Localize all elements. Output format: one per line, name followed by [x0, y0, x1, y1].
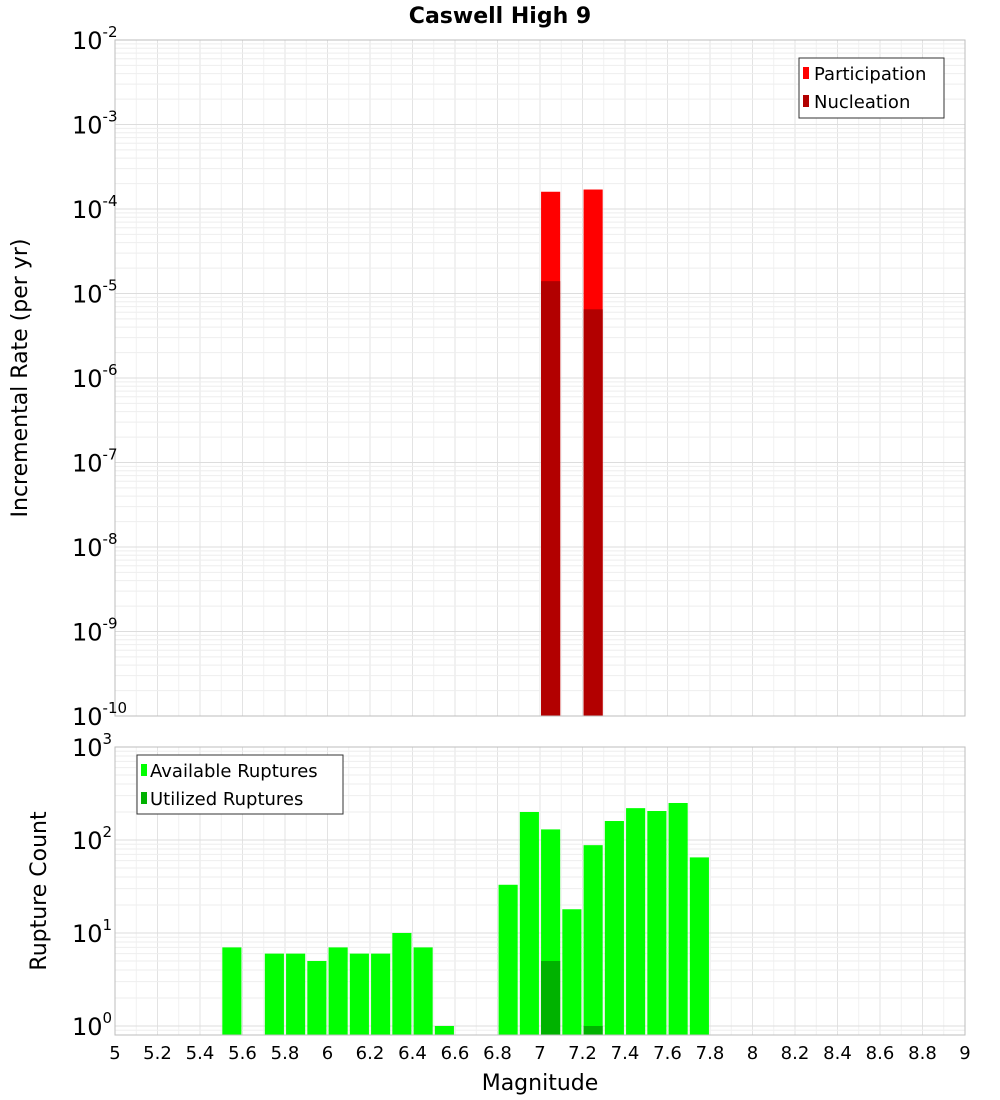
x-tick-label: 6.2 — [356, 1043, 385, 1064]
x-tick-label: 7.2 — [568, 1043, 597, 1064]
bar-available-ruptures — [583, 845, 603, 1035]
x-tick-label: 6.8 — [483, 1043, 512, 1064]
bar-available-ruptures — [498, 884, 518, 1035]
y-tick-label: 10-5 — [72, 277, 118, 309]
bar-available-ruptures — [371, 953, 391, 1035]
bar-available-ruptures — [413, 947, 433, 1035]
top-y-axis-label: Incremental Rate (per yr) — [8, 239, 33, 518]
bar-utilized-ruptures — [541, 960, 561, 1035]
legend-label-utilized: Utilized Ruptures — [150, 789, 303, 810]
legend-swatch-nucleation — [803, 95, 809, 107]
top-plot-frame — [114, 39, 966, 717]
x-tick-label: 5.8 — [271, 1043, 300, 1064]
top-gridlines — [114, 40, 966, 717]
bar-available-ruptures — [392, 932, 412, 1035]
x-tick-label: 7 — [534, 1043, 545, 1064]
legend-label-available: Available Ruptures — [150, 761, 318, 782]
bottom-y-tick-labels: 100 101 102 103 — [72, 730, 112, 1041]
top-legend-box — [798, 57, 945, 119]
legend-label-nucleation: Nucleation — [814, 92, 910, 113]
bar-nucleation — [541, 281, 561, 716]
bar-available-ruptures — [286, 953, 306, 1035]
x-tick-label: 8.2 — [781, 1043, 810, 1064]
x-tick-label: 8 — [747, 1043, 758, 1064]
y-tick-label: 10-6 — [72, 361, 118, 393]
bar-available-ruptures — [647, 811, 667, 1035]
x-tick-label: 5 — [109, 1043, 120, 1064]
legend-swatch-participation — [803, 67, 809, 79]
x-tick-labels: 5 5.2 5.4 5.6 5.8 6 6.2 6.4 6.6 6.8 7 7.2 7.4 7.6 7.8 8… — [109, 1043, 970, 1064]
x-tick-label: 5.4 — [186, 1043, 215, 1064]
x-tick-label: 8.8 — [908, 1043, 937, 1064]
legend-swatch-available — [141, 764, 147, 776]
top-legend: Participation Nucleation — [798, 57, 945, 119]
x-tick-label: 8.6 — [866, 1043, 895, 1064]
x-tick-label: 5.6 — [228, 1043, 257, 1064]
bar-available-ruptures — [519, 812, 539, 1035]
bar-available-ruptures — [689, 857, 709, 1035]
bottom-legend-box — [136, 754, 344, 815]
bar-available-ruptures — [328, 947, 348, 1035]
legend-label-participation: Participation — [814, 64, 926, 85]
bottom-plot-frame — [114, 746, 966, 1036]
y-tick-label: 101 — [72, 916, 112, 948]
x-tick-label: 9 — [959, 1043, 970, 1064]
bottom-bars — [222, 802, 709, 1035]
y-tick-label: 10-8 — [72, 530, 118, 562]
bar-available-ruptures — [626, 808, 646, 1035]
y-tick-label: 100 — [72, 1009, 112, 1041]
y-tick-label: 10-9 — [72, 615, 118, 647]
bar-available-ruptures — [349, 953, 369, 1035]
x-tick-label: 5.2 — [143, 1043, 172, 1064]
x-tick-label: 6 — [322, 1043, 333, 1064]
chart-title: Caswell High 9 — [409, 4, 591, 29]
x-axis-label: Magnitude — [482, 1071, 599, 1096]
bottom-y-axis-label: Rupture Count — [27, 811, 52, 971]
top-bars — [541, 189, 603, 717]
x-tick-label: 6.6 — [441, 1043, 470, 1064]
bar-available-ruptures — [307, 960, 327, 1035]
bar-nucleation — [583, 309, 603, 716]
x-tick-label: 8.4 — [823, 1043, 852, 1064]
y-tick-label: 102 — [72, 823, 112, 855]
bar-available-ruptures — [604, 821, 624, 1035]
bar-available-ruptures — [222, 947, 242, 1035]
bar-available-ruptures — [434, 1025, 454, 1035]
y-tick-label: 10-4 — [72, 192, 118, 224]
y-tick-label: 10-10 — [72, 699, 127, 731]
x-tick-label: 7.8 — [696, 1043, 725, 1064]
y-tick-label: 10-2 — [72, 23, 118, 55]
bar-utilized-ruptures — [583, 1025, 603, 1035]
x-tick-label: 7.6 — [653, 1043, 682, 1064]
y-tick-label: 10-3 — [72, 108, 118, 140]
legend-swatch-utilized — [141, 792, 147, 804]
bar-available-ruptures — [264, 953, 284, 1035]
x-tick-label: 6.4 — [398, 1043, 427, 1064]
x-tick-label: 7.4 — [611, 1043, 640, 1064]
bottom-legend: Available Ruptures Utilized Ruptures — [136, 754, 344, 815]
y-tick-label: 10-7 — [72, 446, 118, 478]
bar-available-ruptures — [562, 909, 582, 1035]
top-y-tick-labels: 10-10 10-9 10-8 10-7 10-6 10-5 10-4 10-3 10-2 — [72, 23, 127, 731]
bar-available-ruptures — [668, 802, 688, 1035]
y-tick-label: 103 — [72, 730, 112, 762]
